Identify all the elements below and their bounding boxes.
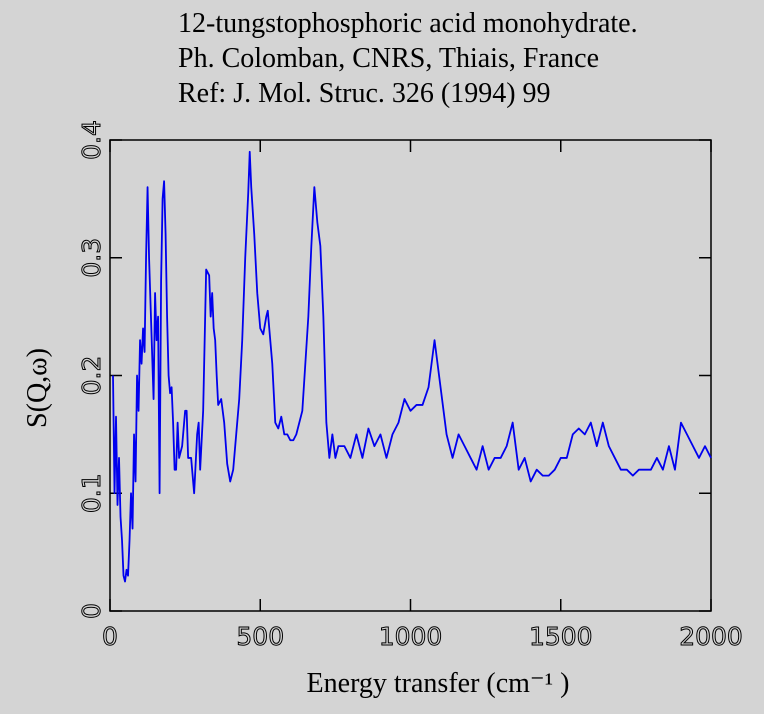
title-line: Ref: J. Mol. Struc. 326 (1994) 99	[178, 78, 551, 109]
x-tick-label: 2000	[679, 622, 743, 651]
y-tick-label: 0.2	[77, 356, 106, 396]
y-tick-label: 0.4	[77, 120, 106, 160]
x-tick-label: 500	[236, 622, 284, 651]
x-tick-label: 1500	[529, 622, 593, 651]
y-tick-label: 0.3	[77, 238, 106, 278]
x-tick-label: 1000	[379, 622, 443, 651]
x-tick-label: 0	[102, 622, 118, 651]
title-line: Ph. Colomban, CNRS, Thiais, France	[178, 43, 599, 74]
data-line	[112, 150, 712, 583]
x-axis-label: Energy transfer (cm⁻¹ )	[307, 668, 570, 699]
y-tick-label: 0.1	[77, 473, 106, 513]
y-tick-label: 0	[77, 603, 106, 619]
title-line: 12-tungstophosphoric acid monohydrate.	[178, 8, 638, 39]
y-axis-label: S(Q,ω)	[22, 348, 53, 428]
